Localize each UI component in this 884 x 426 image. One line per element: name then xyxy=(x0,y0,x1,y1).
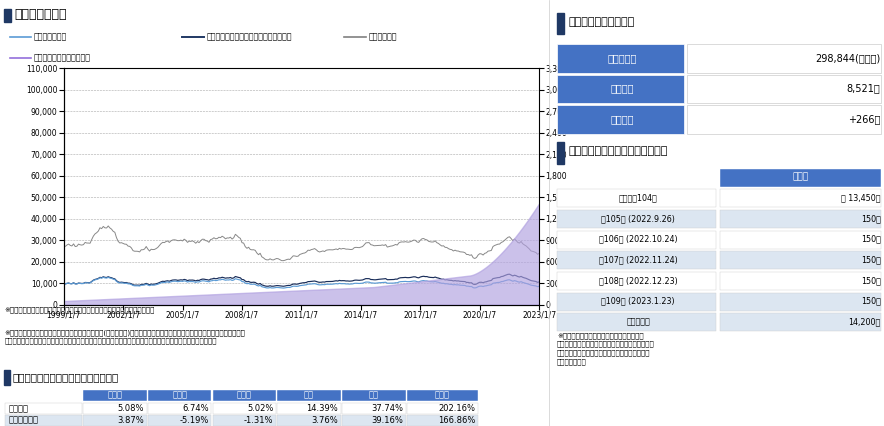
Text: ベンチマーク: ベンチマーク xyxy=(9,416,39,425)
Text: -1.31%: -1.31% xyxy=(244,416,273,425)
Bar xyxy=(4,9,11,22)
Text: +266円: +266円 xyxy=(849,114,880,124)
Text: ３ヵ月: ３ヵ月 xyxy=(172,391,187,400)
Text: 150円: 150円 xyxy=(861,235,880,244)
FancyBboxPatch shape xyxy=(278,414,341,426)
FancyBboxPatch shape xyxy=(687,44,880,73)
FancyBboxPatch shape xyxy=(342,403,406,414)
FancyBboxPatch shape xyxy=(557,44,684,73)
Text: １万口当たり分配実績（課税前）: １万口当たり分配実績（課税前） xyxy=(568,147,667,156)
FancyBboxPatch shape xyxy=(557,272,716,290)
Text: 39.16%: 39.16% xyxy=(371,416,403,425)
FancyBboxPatch shape xyxy=(720,272,880,290)
Text: 基準価格と純資産総額: 基準価格と純資産総額 xyxy=(568,17,635,27)
Text: 騰落率（課税前分配金再投資ベース）: 騰落率（課税前分配金再投資ベース） xyxy=(12,372,118,382)
FancyBboxPatch shape xyxy=(720,293,880,311)
Text: 3.76%: 3.76% xyxy=(311,416,339,425)
Text: 150円: 150円 xyxy=(861,276,880,285)
Text: 150円: 150円 xyxy=(861,297,880,306)
Text: 設定来: 設定来 xyxy=(435,391,450,400)
Text: 14,200円: 14,200円 xyxy=(849,317,880,326)
FancyBboxPatch shape xyxy=(148,414,211,426)
Text: 第107期 (2022.11.24): 第107期 (2022.11.24) xyxy=(598,256,678,265)
Text: ファンド: ファンド xyxy=(9,404,29,413)
Text: １年: １年 xyxy=(304,391,314,400)
Text: 第106期 (2022.10.24): 第106期 (2022.10.24) xyxy=(599,235,677,244)
Text: ６ヵ月: ６ヵ月 xyxy=(237,391,252,400)
Text: 第108期 (2022.12.23): 第108期 (2022.12.23) xyxy=(598,276,678,285)
FancyBboxPatch shape xyxy=(148,403,211,414)
Bar xyxy=(557,13,564,34)
Text: 5.08%: 5.08% xyxy=(118,404,144,413)
FancyBboxPatch shape xyxy=(557,105,684,134)
FancyBboxPatch shape xyxy=(212,403,276,414)
Text: 37.74%: 37.74% xyxy=(371,404,403,413)
FancyBboxPatch shape xyxy=(407,389,478,401)
FancyBboxPatch shape xyxy=(557,75,684,103)
Text: 前月末比: 前月末比 xyxy=(610,114,634,124)
FancyBboxPatch shape xyxy=(342,414,406,426)
Text: 14.39%: 14.39% xyxy=(307,404,339,413)
Text: １ヵ月: １ヵ月 xyxy=(108,391,123,400)
FancyBboxPatch shape xyxy=(212,389,276,401)
FancyBboxPatch shape xyxy=(212,414,276,426)
FancyBboxPatch shape xyxy=(720,251,880,270)
Text: 計 13,450円: 計 13,450円 xyxy=(841,193,880,202)
FancyBboxPatch shape xyxy=(278,389,341,401)
FancyBboxPatch shape xyxy=(557,251,716,270)
Text: ベンチマーク: ベンチマーク xyxy=(369,33,397,42)
Text: 202.16%: 202.16% xyxy=(438,404,476,413)
Text: 基準価格: 基準価格 xyxy=(610,83,634,93)
FancyBboxPatch shape xyxy=(5,414,82,426)
Bar xyxy=(4,370,10,385)
Text: 分配金: 分配金 xyxy=(793,173,809,182)
Text: 3.87%: 3.87% xyxy=(118,416,144,425)
FancyBboxPatch shape xyxy=(83,403,147,414)
FancyBboxPatch shape xyxy=(720,210,880,228)
Text: 150円: 150円 xyxy=(861,214,880,223)
Text: 166.86%: 166.86% xyxy=(438,416,476,425)
Text: ※分配金は投資信託説明書（交付目論見書）
記載の「分配方針」に基づいて委託会社が決定しま
すが、委託会社の判断等により分配を行わない場
合もあります。: ※分配金は投資信託説明書（交付目論見書） 記載の「分配方針」に基づいて委託会社が… xyxy=(557,332,655,365)
FancyBboxPatch shape xyxy=(148,389,211,401)
FancyBboxPatch shape xyxy=(278,403,341,414)
FancyBboxPatch shape xyxy=(407,403,478,414)
Text: 純資産総額（右軸：億円）: 純資産総額（右軸：億円） xyxy=(34,53,91,62)
Text: 8,521円: 8,521円 xyxy=(847,83,880,93)
FancyBboxPatch shape xyxy=(720,189,880,207)
FancyBboxPatch shape xyxy=(687,105,880,134)
Text: 150円: 150円 xyxy=(861,256,880,265)
FancyBboxPatch shape xyxy=(83,414,147,426)
Text: ※ベンチマーク（ＭＳＣＩワールド・インデックス(円換算指数)）は、基準日前営業日の数値を元に、基準日当日の米ドル為
替レート（対顧客電信売買相場の仲値）を乗じ、: ※ベンチマーク（ＭＳＣＩワールド・インデックス(円換算指数)）は、基準日前営業日… xyxy=(4,330,245,344)
FancyBboxPatch shape xyxy=(557,313,716,331)
FancyBboxPatch shape xyxy=(557,189,716,207)
FancyBboxPatch shape xyxy=(83,389,147,401)
FancyBboxPatch shape xyxy=(557,210,716,228)
FancyBboxPatch shape xyxy=(720,169,880,187)
Bar xyxy=(557,142,564,164)
Text: 基準価格（円）: 基準価格（円） xyxy=(34,33,67,42)
Text: 298,844(百万円): 298,844(百万円) xyxy=(815,53,880,63)
Text: 第105期 (2022.9.26): 第105期 (2022.9.26) xyxy=(601,214,675,223)
FancyBboxPatch shape xyxy=(5,403,82,414)
Text: 6.74%: 6.74% xyxy=(182,404,209,413)
Text: ※基準価格は信託報酬（後述の「ファンドの費用」参照）控除後のものです。: ※基準価格は信託報酬（後述の「ファンドの費用」参照）控除後のものです。 xyxy=(4,307,155,314)
Text: 純資産総額: 純資産総額 xyxy=(607,53,636,63)
FancyBboxPatch shape xyxy=(557,293,716,311)
Text: -5.19%: -5.19% xyxy=(179,416,209,425)
FancyBboxPatch shape xyxy=(720,313,880,331)
Text: 設定来累計: 設定来累計 xyxy=(627,317,650,326)
Text: ３年: ３年 xyxy=(369,391,379,400)
FancyBboxPatch shape xyxy=(687,75,880,103)
FancyBboxPatch shape xyxy=(557,230,716,249)
Text: 基準価格（課税前分配金再投資）（円）: 基準価格（課税前分配金再投資）（円） xyxy=(207,33,292,42)
FancyBboxPatch shape xyxy=(407,414,478,426)
FancyBboxPatch shape xyxy=(342,389,406,401)
Text: 基準価格の推移: 基準価格の推移 xyxy=(14,8,66,21)
Text: 第１期～104期: 第１期～104期 xyxy=(619,193,658,202)
FancyBboxPatch shape xyxy=(720,230,880,249)
Text: 第109期 (2023.1.23): 第109期 (2023.1.23) xyxy=(601,297,675,306)
Text: 5.02%: 5.02% xyxy=(248,404,273,413)
